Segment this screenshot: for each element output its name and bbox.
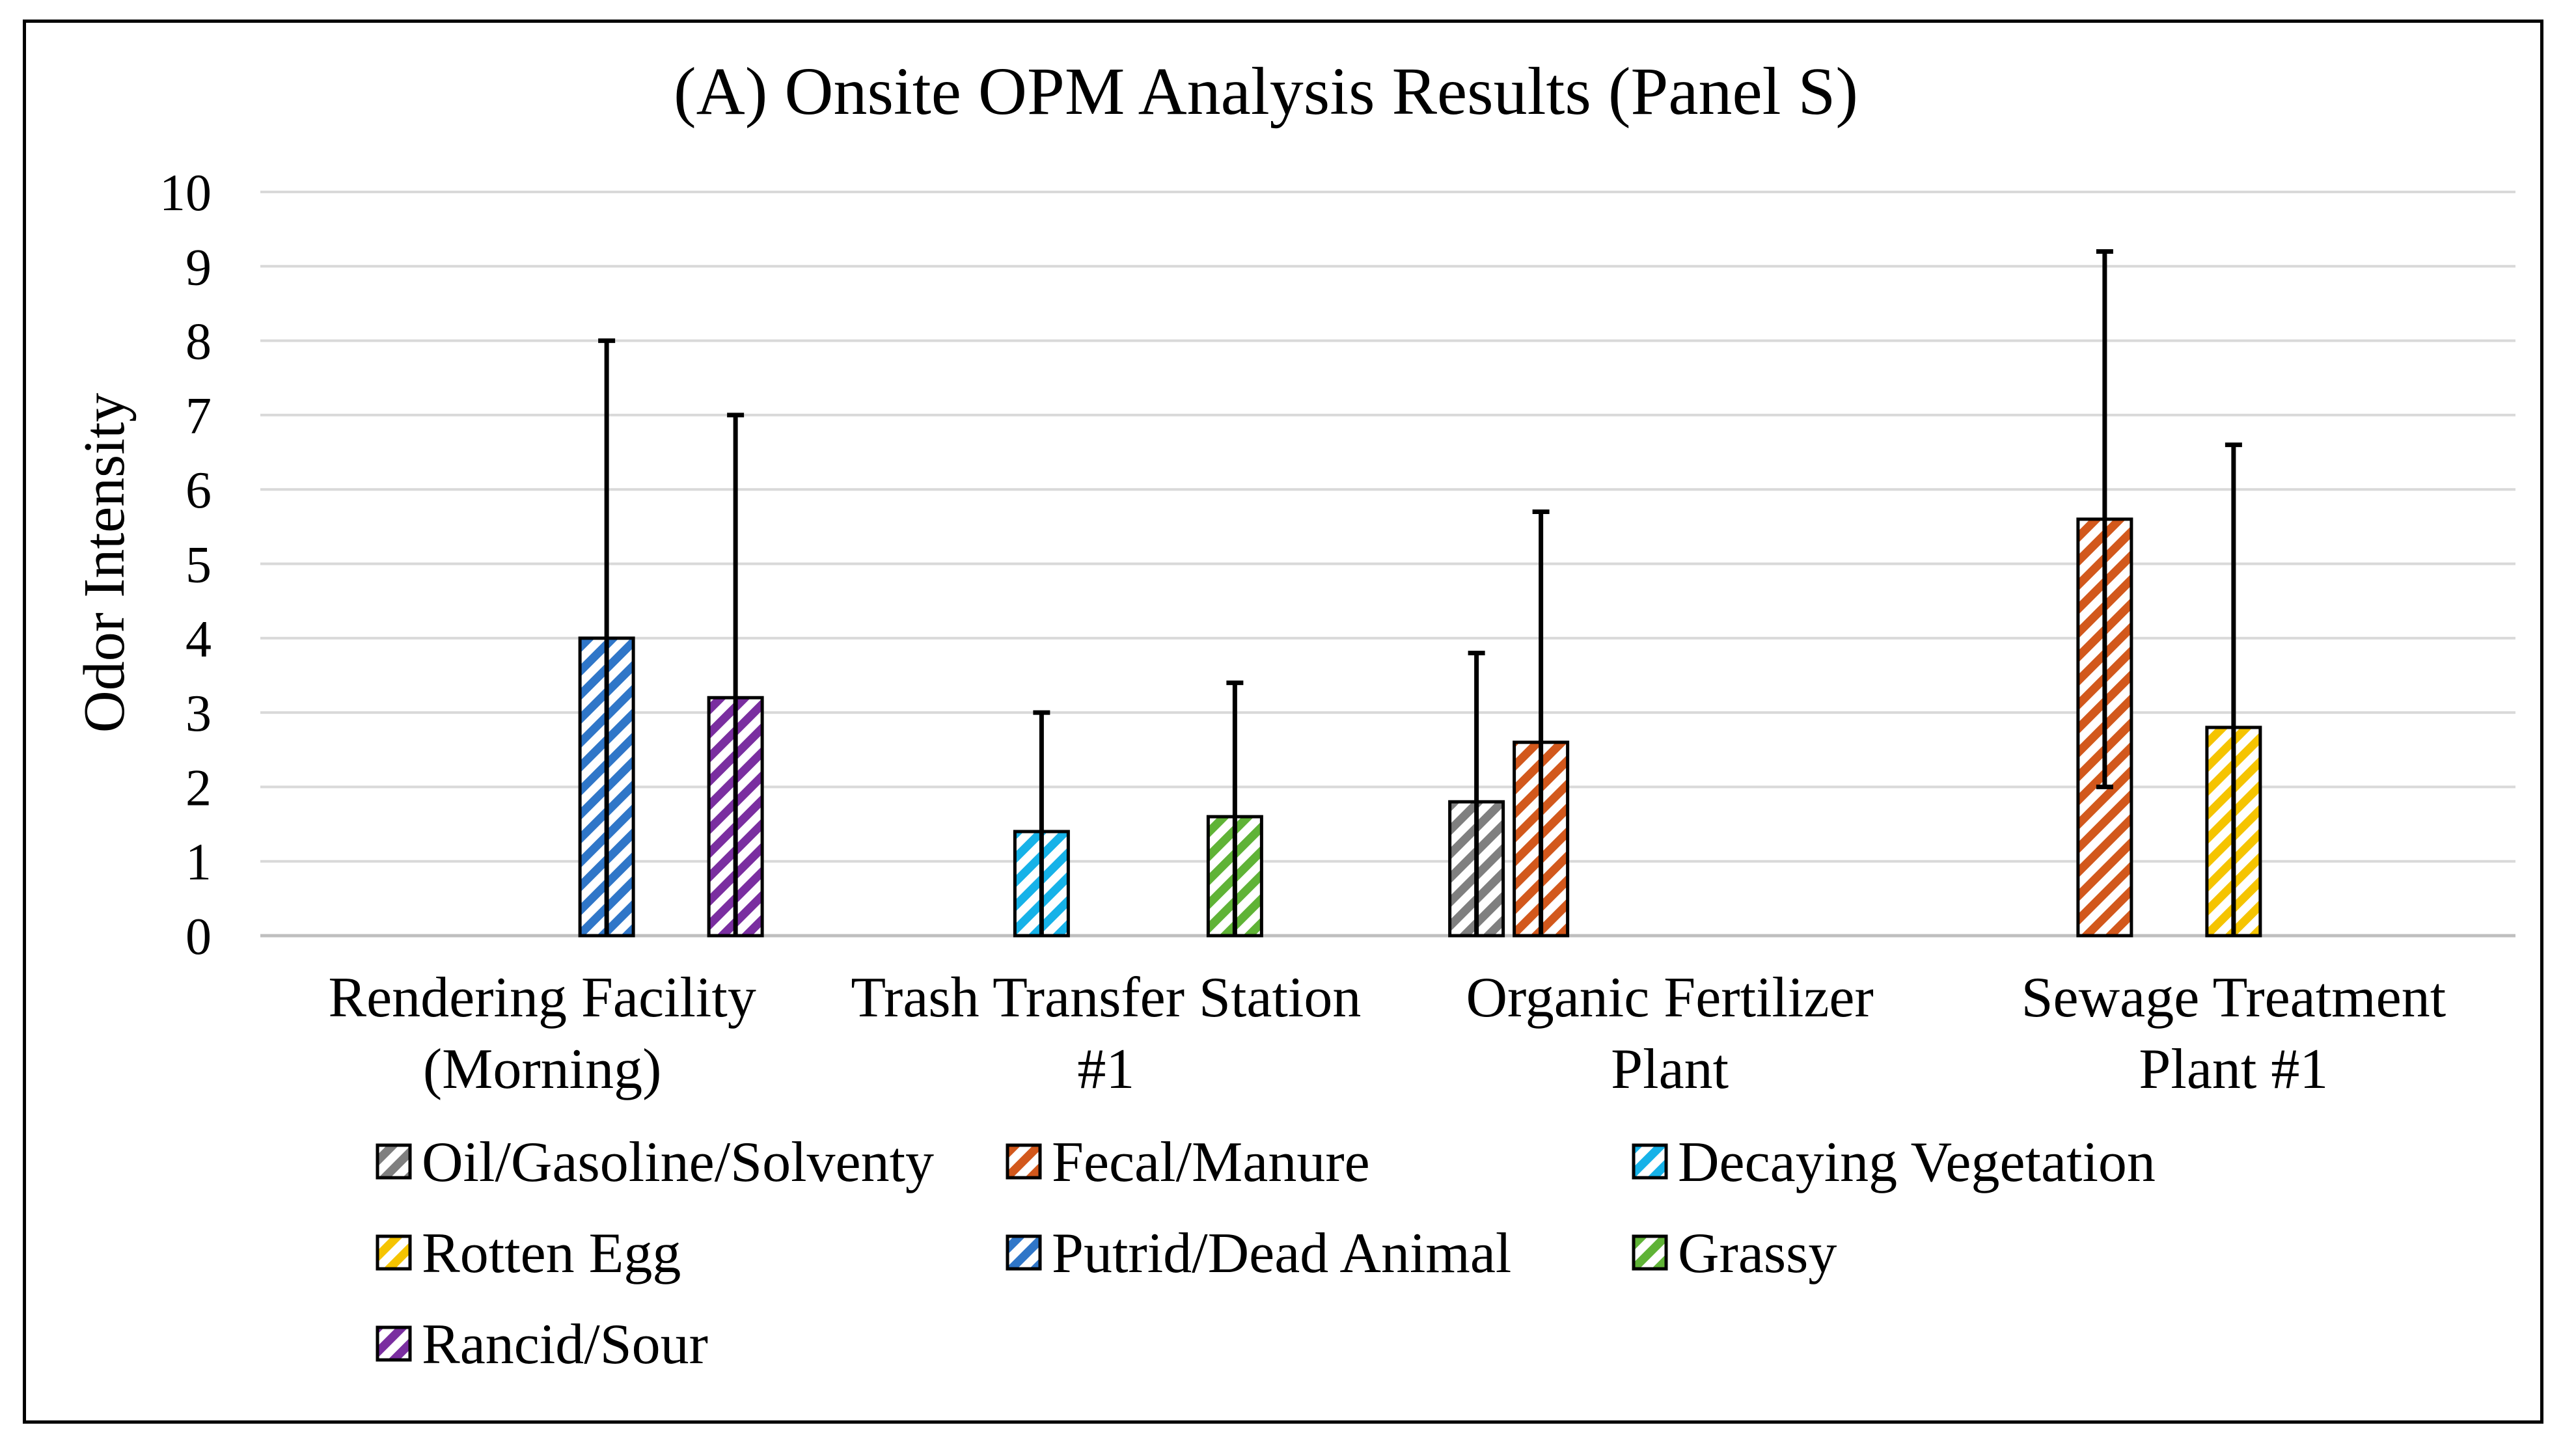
- error-bar-decaying-vegetation-cat2: [1033, 710, 1050, 936]
- legend-swatch-grassy: [1632, 1234, 1668, 1271]
- error-bar-fecal-manure-cat4: [2096, 249, 2113, 789]
- error-bars: [598, 249, 2242, 936]
- error-bar-grassy-cat2: [1226, 680, 1244, 936]
- y-tick-label-6: 6: [185, 462, 212, 519]
- legend-swatch-rotten-egg: [376, 1234, 412, 1271]
- error-bar-rancid-sour-cat1: [727, 413, 745, 936]
- error-bar-oil-gasoline-solventy-cat3: [1468, 651, 1485, 936]
- legend-label-grassy: Grassy: [1678, 1222, 1837, 1285]
- bars: [578, 517, 2262, 938]
- legend-label-rotten-egg: Rotten Egg: [422, 1222, 681, 1285]
- legend-label-putrid-dead-animal: Putrid/Dead Animal: [1052, 1222, 1511, 1285]
- legend-item-putrid-dead-animal: Putrid/Dead Animal: [1006, 1222, 1511, 1285]
- legend-item-rotten-egg: Rotten Egg: [376, 1222, 681, 1285]
- x-tick-label-4-line2: Plant #1: [2139, 1038, 2328, 1101]
- legend-swatch-decaying-vegetation: [1632, 1143, 1668, 1180]
- y-tick-labels: 0 1 2 3 4 5 6 7 8 9 10: [159, 165, 212, 966]
- y-tick-label-4: 4: [185, 611, 212, 668]
- gridlines: [260, 191, 2515, 938]
- y-tick-label-5: 5: [185, 537, 212, 594]
- y-axis-label: Odor Intensity: [72, 393, 137, 733]
- chart-frame: (A) Onsite OPM Analysis Results (Panel S…: [23, 20, 2543, 1424]
- legend-label-oil-gasoline-solventy: Oil/Gasoline/Solventy: [422, 1131, 934, 1194]
- x-tick-label-2-line2: #1: [1077, 1038, 1134, 1101]
- chart-svg: (A) Onsite OPM Analysis Results (Panel S…: [72, 54, 2515, 1376]
- error-bar-rotten-egg-cat4: [2225, 442, 2242, 936]
- legend-swatch-rancid-sour: [376, 1325, 412, 1362]
- chart-title: (A) Onsite OPM Analysis Results (Panel S…: [674, 54, 1858, 129]
- legend-swatch-putrid-dead-animal: [1006, 1234, 1042, 1271]
- x-tick-labels: Rendering Facility (Morning) Trash Transfe…: [328, 966, 2446, 1101]
- y-tick-label-8: 8: [185, 314, 212, 371]
- error-bar-fecal-manure-cat3: [1532, 509, 1550, 936]
- legend-label-rancid-sour: Rancid/Sour: [422, 1313, 708, 1376]
- error-bar-putrid-dead-animal-cat1: [598, 338, 616, 936]
- legend-item-rancid-sour: Rancid/Sour: [376, 1313, 708, 1376]
- legend-item-grassy: Grassy: [1632, 1222, 1837, 1285]
- x-tick-label-1-line2: (Morning): [423, 1038, 662, 1101]
- legend-label-decaying-vegetation: Decaying Vegetation: [1678, 1131, 2156, 1194]
- legend: Oil/Gasoline/Solventy Fecal/Manure Decayin…: [376, 1131, 2156, 1376]
- x-tick-label-3-line1: Organic Fertilizer: [1466, 966, 1873, 1029]
- y-tick-label-2: 2: [185, 759, 212, 817]
- x-tick-label-2-line1: Trash Transfer Station: [851, 966, 1361, 1029]
- x-tick-label-3-line2: Plant: [1611, 1038, 1729, 1101]
- y-tick-label-10: 10: [159, 165, 212, 222]
- legend-item-fecal-manure: Fecal/Manure: [1006, 1131, 1370, 1194]
- legend-item-decaying-vegetation: Decaying Vegetation: [1632, 1131, 2156, 1194]
- y-tick-label-7: 7: [185, 388, 212, 445]
- y-tick-label-3: 3: [185, 685, 212, 742]
- legend-item-oil-gasoline-solventy: Oil/Gasoline/Solventy: [376, 1131, 934, 1194]
- legend-label-fecal-manure: Fecal/Manure: [1052, 1131, 1370, 1194]
- x-tick-label-4-line1: Sewage Treatment: [2021, 966, 2446, 1029]
- y-tick-label-9: 9: [185, 239, 212, 296]
- legend-swatch-fecal-manure: [1006, 1143, 1042, 1180]
- legend-swatch-oil-gasoline-solventy: [376, 1143, 412, 1180]
- y-tick-label-1: 1: [185, 834, 212, 891]
- y-tick-label-0: 0: [185, 908, 212, 966]
- x-tick-label-1-line1: Rendering Facility: [328, 966, 756, 1029]
